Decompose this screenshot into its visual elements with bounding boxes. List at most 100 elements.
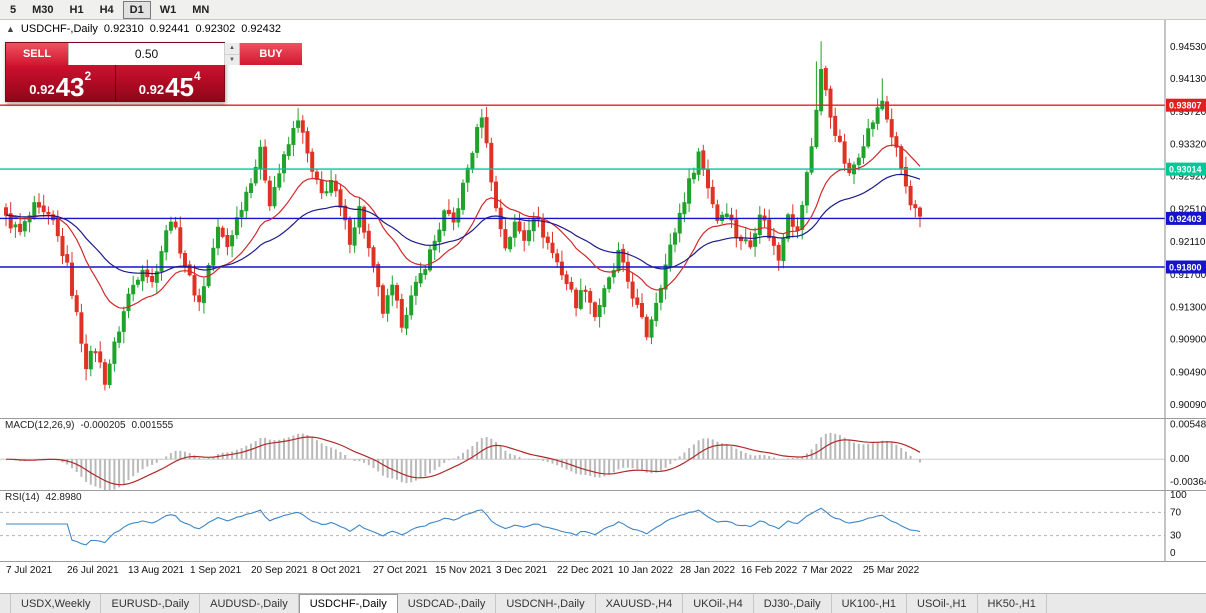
chart-tab-dj30-daily[interactable]: DJ30-,Daily: [754, 594, 832, 613]
rsi-name: RSI(14): [5, 492, 40, 503]
svg-text:70: 70: [1170, 507, 1182, 518]
volume-spinner: ▲ ▼: [224, 43, 239, 65]
svg-text:-0.00364: -0.00364: [1170, 477, 1206, 488]
candlestick-chart-canvas: 0.94530 0.94130 0.93720 0.93320 0.92920 0.925…: [0, 20, 1206, 418]
macd-signal-value: 0.001555: [131, 420, 174, 431]
up-candles: [13, 41, 885, 389]
collapse-trade-panel-icon[interactable]: ▲: [6, 24, 15, 34]
svg-text:0.94530: 0.94530: [1170, 42, 1206, 53]
sell-price-pips: 43: [55, 72, 85, 102]
svg-text:0.90900: 0.90900: [1170, 335, 1206, 346]
sell-price-base: 0.92: [29, 82, 55, 97]
rsi-panel: 100 70 30 0 RSI(14) 42.8980: [0, 490, 1206, 561]
macd-chart-canvas: 0.00548 0.00 -0.00364: [0, 419, 1206, 490]
chart-tab-usdchf-daily[interactable]: USDCHF-,Daily: [298, 594, 398, 613]
svg-text:0.00: 0.00: [1170, 454, 1190, 465]
svg-text:100: 100: [1170, 491, 1187, 501]
chart-tab-hk50-h1[interactable]: HK50-,H1: [978, 594, 1047, 613]
rsi-label: RSI(14) 42.8980: [5, 492, 82, 503]
time-axis-label: 28 Jan 2022: [680, 565, 736, 576]
svg-text:0.90490: 0.90490: [1170, 368, 1206, 379]
chart-tab-audusd-daily[interactable]: AUDUSD-,Daily: [200, 594, 299, 613]
down-candles: [4, 65, 922, 391]
svg-text:0.92403: 0.92403: [1169, 214, 1202, 224]
svg-text:0.93807: 0.93807: [1169, 101, 1202, 111]
trade-prices-row: 0.92 43 2 0.92 45 4: [6, 65, 224, 101]
chart-tabs-bar: USDX,Weekly EURUSD-,Daily AUDUSD-,Daily USD…: [0, 593, 1206, 613]
chart-tab-ukoil-h4[interactable]: UKOil-,H4: [683, 594, 754, 613]
svg-text:0.00548: 0.00548: [1170, 420, 1206, 431]
time-axis-label: 3 Dec 2021: [496, 565, 548, 576]
symbol-period-label: USDCHF-,Daily: [20, 23, 98, 35]
time-axis-label: 7 Jul 2021: [6, 565, 53, 576]
timeframe-button-5[interactable]: 5: [10, 3, 17, 16]
svg-text:0.91800: 0.91800: [1169, 263, 1202, 273]
svg-text:0.93720: 0.93720: [1170, 107, 1206, 118]
ohlc-low-value: 0.92302: [195, 23, 236, 35]
buy-price-point: 4: [194, 69, 201, 83]
macd-label: MACD(12,26,9) -0.000205 0.001555: [5, 420, 173, 431]
time-axis: 7 Jul 2021 26 Jul 2021 13 Aug 2021 1 Sep 20…: [0, 561, 1206, 579]
svg-text:0.92110: 0.92110: [1170, 237, 1206, 248]
trade-controls-row: SELL ▲ ▼ BUY: [6, 43, 302, 65]
volume-down-icon[interactable]: ▼: [225, 53, 239, 65]
macd-panel: 0.00548 0.00 -0.00364 MACD(12,26,9) -0.000…: [0, 418, 1206, 490]
svg-text:0: 0: [1170, 548, 1176, 559]
volume-input[interactable]: [69, 43, 224, 65]
macd-main-value: -0.000205: [80, 420, 126, 431]
time-axis-label: 10 Jan 2022: [618, 565, 674, 576]
buy-price-display[interactable]: 0.92 45 4: [116, 65, 225, 101]
svg-text:0.93320: 0.93320: [1170, 140, 1206, 151]
rsi-value: 42.8980: [45, 492, 82, 503]
chart-tab-uk100-h1[interactable]: UK100-,H1: [832, 594, 908, 613]
time-axis-label: 20 Sep 2021: [251, 565, 308, 576]
chart-tab-usoil-h1[interactable]: USOil-,H1: [907, 594, 978, 613]
volume-box: ▲ ▼: [68, 43, 240, 65]
chart-tab-usdcnh-daily[interactable]: USDCNH-,Daily: [496, 594, 596, 613]
volume-up-icon[interactable]: ▲: [225, 43, 239, 54]
timeframe-button-mn[interactable]: MN: [192, 3, 210, 16]
time-axis-label: 13 Aug 2021: [128, 565, 185, 576]
time-axis-label: 25 Mar 2022: [863, 565, 920, 576]
svg-text:0.92920: 0.92920: [1170, 172, 1206, 183]
rsi-chart-canvas: 100 70 30 0: [0, 491, 1187, 561]
svg-text:0.92510: 0.92510: [1170, 205, 1206, 216]
timeframe-button-m30[interactable]: M30: [32, 3, 54, 16]
time-axis-label: 22 Dec 2021: [557, 565, 614, 576]
buy-price-base: 0.92: [138, 82, 165, 97]
sell-price-point: 2: [84, 69, 92, 83]
chart-tab-xauusd-h4[interactable]: XAUUSD-,H4: [596, 594, 684, 613]
svg-text:30: 30: [1170, 531, 1182, 542]
timeframe-button-w1[interactable]: W1: [159, 3, 177, 16]
ohlc-open-value: 0.92310: [103, 23, 144, 35]
macd-name: MACD(12,26,9): [5, 420, 75, 431]
price-chart-panel: 0.94530 0.94130 0.93720 0.93320 0.92920 0.925…: [0, 20, 1206, 418]
svg-text:0.91700: 0.91700: [1170, 270, 1206, 281]
time-axis-label: 8 Oct 2021: [312, 565, 361, 576]
horizontal-level-lines[interactable]: [0, 104, 1165, 268]
ohlc-close-value: 0.92432: [241, 23, 281, 35]
svg-text:0.93014: 0.93014: [1169, 165, 1202, 175]
timeframe-button-h4[interactable]: H4: [99, 3, 114, 16]
sell-button[interactable]: SELL: [6, 43, 68, 65]
chart-tab-usdx-weekly[interactable]: USDX,Weekly: [10, 594, 102, 613]
time-axis-label: 15 Nov 2021: [435, 565, 492, 576]
chart-title: ▲ USDCHF-,Daily 0.92310 0.92441 0.92302 …: [6, 23, 281, 35]
svg-text:0.91300: 0.91300: [1170, 302, 1206, 313]
time-axis-label: 16 Feb 2022: [741, 565, 798, 576]
chart-tab-usdcad-daily[interactable]: USDCAD-,Daily: [398, 594, 497, 613]
macd-histogram: [9, 432, 921, 490]
time-axis-label: 1 Sep 2021: [190, 565, 242, 576]
buy-price-pips: 45: [165, 72, 195, 102]
svg-text:0.90090: 0.90090: [1170, 400, 1206, 411]
timeframe-button-d1[interactable]: D1: [122, 0, 151, 19]
time-axis-label: 7 Mar 2022: [802, 565, 853, 576]
sell-price-display[interactable]: 0.92 43 2: [6, 65, 116, 101]
one-click-trading-panel: SELL ▲ ▼ BUY 0.92 43 2 0.92: [5, 42, 302, 102]
chart-bottom-strip: [0, 579, 1206, 593]
ohlc-high-value: 0.92441: [149, 23, 190, 35]
chart-tab-eurusd-daily[interactable]: EURUSD-,Daily: [101, 594, 201, 613]
buy-button[interactable]: BUY: [240, 43, 302, 65]
timeframe-button-h1[interactable]: H1: [69, 3, 84, 16]
